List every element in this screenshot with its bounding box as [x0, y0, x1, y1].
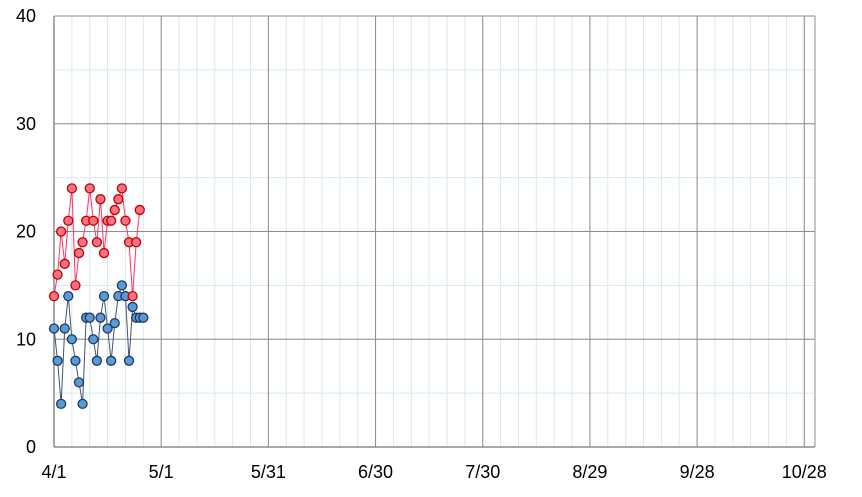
data-point [120, 215, 131, 226]
data-point [59, 258, 70, 269]
data-point [95, 194, 106, 205]
x-tick-label: 5/31 [251, 462, 286, 482]
data-point [88, 334, 99, 345]
grid [53, 15, 816, 448]
data-point [63, 290, 74, 302]
data-point [116, 183, 128, 194]
data-point [98, 290, 110, 302]
data-point [66, 183, 78, 194]
data-point [106, 355, 117, 366]
data-point [63, 215, 74, 226]
data-point [138, 312, 149, 323]
data-point [84, 183, 95, 194]
data-point [73, 377, 85, 388]
data-point [77, 237, 88, 248]
x-tick-label: 4/1 [41, 462, 66, 482]
data-point [127, 301, 138, 313]
x-tick-label: 7/30 [465, 462, 500, 482]
data-point [55, 398, 67, 410]
data-point [70, 355, 81, 366]
data-point [91, 355, 103, 366]
data-point [109, 204, 120, 216]
y-tick-label: 30 [16, 114, 36, 134]
data-point [91, 237, 103, 248]
series-1 [48, 280, 149, 410]
data-point [134, 204, 145, 216]
data-point [48, 323, 60, 334]
data-point [123, 355, 135, 366]
x-tick-label: 8/29 [572, 462, 607, 482]
data-point [55, 226, 67, 237]
x-tick-label: 10/28 [782, 462, 827, 482]
x-tick-label: 5/1 [149, 462, 174, 482]
data-point [88, 215, 99, 226]
data-point [95, 312, 106, 323]
data-point [73, 247, 85, 259]
x-tick-label: 9/28 [680, 462, 715, 482]
data-point [52, 355, 63, 366]
y-tick-label: 10 [16, 329, 36, 349]
y-tick-label: 0 [26, 437, 36, 457]
data-point [84, 312, 95, 323]
series-layer [48, 183, 149, 410]
data-point [52, 269, 63, 280]
data-point [102, 323, 113, 334]
data-point [70, 280, 81, 291]
data-point [66, 334, 78, 345]
y-tick-label: 40 [16, 6, 36, 26]
y-tick-label: 20 [16, 222, 36, 242]
x-tick-label: 6/30 [358, 462, 393, 482]
data-point [77, 398, 88, 410]
series-line [53, 283, 144, 404]
tick-labels: 0 10 20 30 40 4/1 5/1 5/31 6/30 7/30 8/29 9/28 10/28 [16, 6, 827, 482]
data-point [116, 280, 128, 291]
data-point [113, 194, 124, 205]
data-point [48, 290, 60, 302]
data-point [106, 215, 117, 226]
data-point [59, 323, 70, 334]
data-point [131, 237, 142, 248]
data-point [109, 317, 120, 329]
series-0 [48, 183, 145, 302]
data-point [98, 247, 110, 259]
data-point [127, 290, 138, 302]
